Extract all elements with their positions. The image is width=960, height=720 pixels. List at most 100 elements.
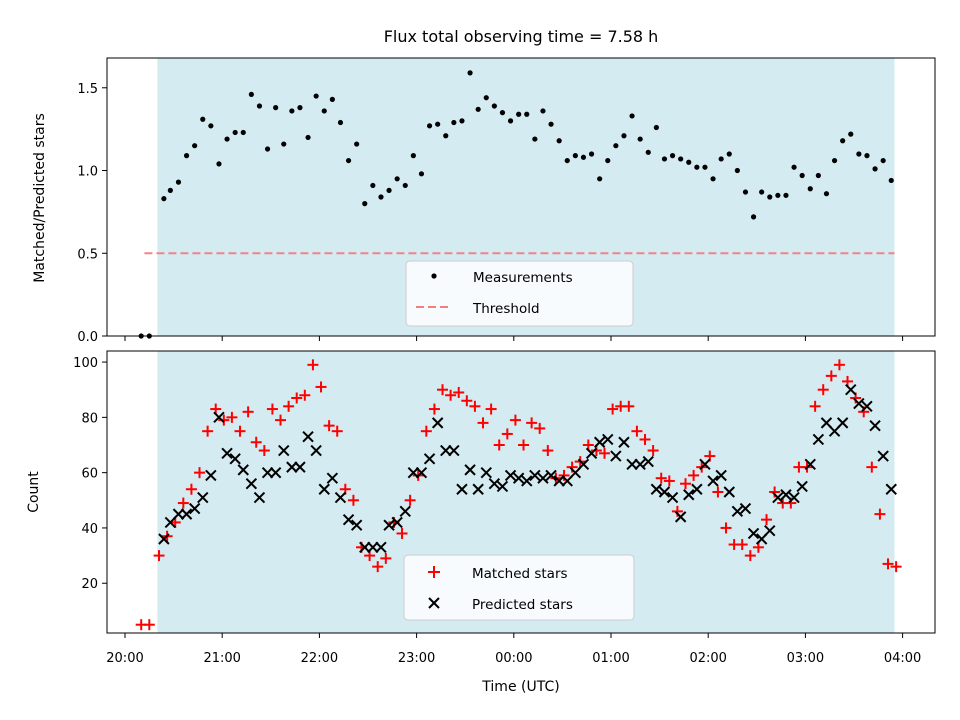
measurement-point [175, 179, 182, 185]
matched-star-point [437, 384, 449, 396]
measurement-point [710, 176, 716, 182]
predicted-star-point [448, 444, 460, 457]
measurement-point [161, 196, 167, 202]
matched-star-point [518, 439, 530, 451]
predicted-star-point [512, 472, 525, 484]
measurement-point [588, 151, 595, 157]
measurement-point [483, 95, 489, 101]
matched-star-point [275, 414, 287, 426]
measurement-point [337, 119, 344, 126]
measurement-point [362, 201, 368, 207]
predicted-star-point [261, 466, 274, 479]
measurement-point [305, 134, 311, 141]
measurement-point [734, 167, 740, 174]
measurement-point [467, 70, 473, 76]
measurement-point [556, 138, 562, 144]
measurement-point [572, 153, 578, 159]
matched-star-point [712, 486, 724, 498]
matched-star-point [258, 445, 270, 457]
matched-star-point [825, 370, 837, 382]
matched-star-point [534, 422, 546, 434]
measurement-point [183, 153, 190, 159]
measurement-point [637, 136, 643, 142]
bottom-legend-box [403, 554, 635, 621]
measurement-point [394, 176, 400, 182]
x-tick-label: 03:00 [787, 651, 824, 666]
top-y-ticks: 0.0 0.5 1.0 1.5 [77, 82, 107, 345]
measurement-point [823, 191, 830, 197]
predicted-star-point [642, 455, 654, 468]
measurement-point [192, 143, 198, 149]
matched-star-point [631, 425, 643, 437]
predicted-star-point [213, 411, 225, 424]
predicted-star-point [488, 477, 501, 490]
x-tick-label: 00:00 [495, 651, 532, 666]
predicted-star-point [780, 489, 792, 501]
predicted-star-point [666, 491, 679, 504]
measurement-point [499, 110, 506, 116]
matched-star-point [291, 392, 303, 404]
measurement-point [831, 157, 838, 164]
y-tick-label: 100 [73, 356, 98, 371]
measurement-point [491, 103, 497, 109]
matched-star-point [242, 406, 254, 418]
predicted-star-point [845, 383, 857, 396]
predicted-star-point [885, 483, 897, 495]
predicted-star-point [658, 486, 671, 498]
predicted-star-point [269, 466, 282, 479]
x-axis-label: Time (UTC) [481, 679, 559, 695]
matched-star-point [380, 552, 392, 564]
measurement-point [605, 157, 611, 164]
matched-star-point [218, 414, 230, 426]
measurement-point [216, 161, 222, 167]
top-axes-frame [106, 57, 936, 337]
predicted-star-point [197, 491, 209, 504]
matched-star-point [663, 475, 675, 487]
legend-matched-label: Matched stars [472, 566, 568, 582]
matched-star-point [404, 494, 416, 506]
measurement-point [321, 108, 327, 114]
predicted-star-point [804, 458, 816, 471]
measurement-point [329, 96, 335, 102]
measurement-point [864, 153, 870, 159]
predicted-star-point [707, 475, 719, 487]
matched-star-point [720, 522, 732, 534]
matched-star-point [833, 359, 845, 371]
predicted-star-point [674, 511, 687, 523]
measurement-point [742, 189, 749, 195]
measurement-point [872, 166, 878, 172]
y-tick-label: 80 [81, 411, 98, 426]
predicted-star-point [764, 524, 776, 537]
matched-star-point [461, 395, 473, 407]
predicted-star-point [302, 430, 314, 443]
measurement-point [791, 164, 797, 170]
measurement-point [532, 136, 538, 142]
measurement-point [475, 106, 481, 112]
measurement-point [281, 141, 287, 147]
measurement-point [507, 118, 514, 124]
matched-star-point [501, 428, 513, 440]
measurement-point [418, 171, 425, 177]
measurement-point [767, 194, 773, 200]
measurement-point [208, 123, 214, 129]
measurement-point [354, 141, 360, 147]
measurement-point [613, 143, 619, 149]
matched-star-point [428, 403, 440, 415]
measurement-point [807, 186, 813, 192]
top-marks [138, 70, 894, 339]
predicted-star-point [877, 450, 889, 462]
predicted-star-point [683, 489, 695, 501]
matched-star-point [809, 400, 821, 412]
bottom-y-ticks: 20 40 60 80 100 [73, 356, 107, 592]
y-tick-label: 0.0 [77, 330, 98, 345]
measurement-point [370, 182, 376, 189]
predicted-star-point [553, 475, 565, 487]
legend-predicted-label: Predicted stars [472, 597, 573, 613]
legend-measurements-marker [431, 273, 437, 279]
measurement-point [224, 136, 230, 142]
measurement-point [661, 156, 668, 162]
measurement-point [548, 121, 554, 127]
legend-matched-marker [428, 566, 440, 578]
predicted-star-point [237, 464, 249, 476]
matched-star-point [250, 436, 262, 448]
